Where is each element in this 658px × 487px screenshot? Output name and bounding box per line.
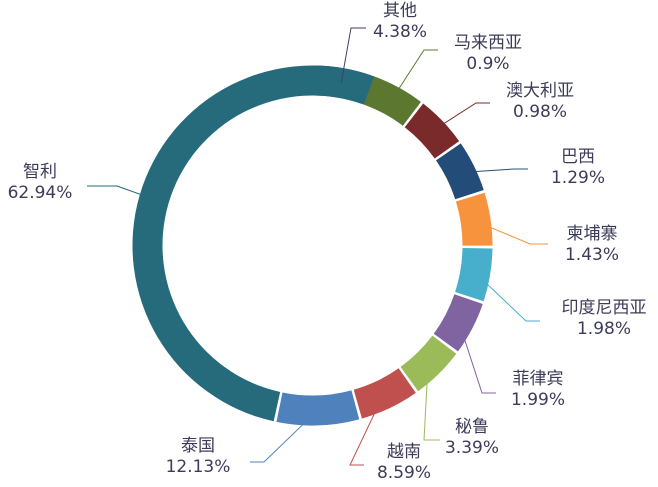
slice-6-percent-label: 1.98% xyxy=(577,319,631,339)
slice-3-leader-line xyxy=(431,102,490,132)
slice-5-leader-line xyxy=(475,220,548,245)
slice-10-percent-label: 12.13% xyxy=(166,457,231,477)
slice-8-percent-label: 3.39% xyxy=(445,438,499,458)
slice-4-leader-line xyxy=(460,168,528,174)
slice-3-percent-label: 0.98% xyxy=(513,102,567,122)
slice-2-arc xyxy=(363,76,421,126)
slice-5-arc xyxy=(455,192,493,246)
slice-6-leader-line xyxy=(474,272,540,322)
slice-7-name-label: 菲律宾 xyxy=(513,369,564,389)
slice-1-percent-label: 4.38% xyxy=(373,22,427,42)
slice-7-percent-label: 1.99% xyxy=(511,390,565,410)
slice-6-arc xyxy=(455,247,493,302)
slice-4-arc xyxy=(436,143,484,200)
slice-1-leader-line xyxy=(340,27,366,84)
slice-5-name-label: 柬埔寨 xyxy=(567,224,618,244)
slice-9-name-label: 越南 xyxy=(387,442,421,462)
slice-7-arc xyxy=(433,294,483,352)
slice-8-name-label: 秘鲁 xyxy=(455,417,489,437)
slice-2-name-label: 马来西亚 xyxy=(454,33,522,53)
slice-4-percent-label: 1.29% xyxy=(551,168,605,188)
slice-6-name-label: 印度尼西亚 xyxy=(562,298,647,318)
donut-arcs xyxy=(132,65,493,426)
slice-2-leader-line xyxy=(390,49,438,101)
slice-10-leader-line xyxy=(250,410,318,463)
slice-9-arc xyxy=(353,368,416,419)
slice-10-name-label: 泰国 xyxy=(181,436,215,456)
slice-1-name-label: 其他 xyxy=(383,1,417,21)
slice-4-name-label: 巴西 xyxy=(561,147,595,167)
slice-11-arc xyxy=(132,65,375,422)
slice-10-arc xyxy=(276,390,360,426)
slice-11-leader-line xyxy=(87,185,155,200)
slice-3-name-label: 澳大利亚 xyxy=(506,81,574,101)
slice-5-percent-label: 1.43% xyxy=(565,245,619,265)
slice-2-percent-label: 0.9% xyxy=(466,54,509,74)
slice-11-percent-label: 62.94% xyxy=(8,183,73,203)
slice-7-leader-line xyxy=(458,321,496,394)
slice-11-name-label: 智利 xyxy=(23,162,57,182)
slice-8-leader-line xyxy=(423,363,440,441)
leader-lines xyxy=(87,27,548,466)
slice-9-percent-label: 8.59% xyxy=(377,463,431,483)
slice-9-leader-line xyxy=(349,394,384,466)
